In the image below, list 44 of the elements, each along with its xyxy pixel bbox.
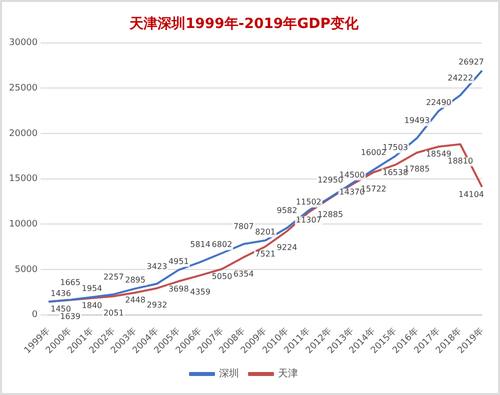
y-tick-label: 30000 bbox=[8, 38, 38, 48]
data-label: 1450 bbox=[50, 304, 71, 314]
data-label: 8201 bbox=[255, 228, 276, 237]
data-label: 24222 bbox=[448, 73, 474, 82]
y-tick-label: 10000 bbox=[8, 219, 38, 230]
data-label: 5050 bbox=[212, 272, 232, 282]
data-label: 1436 bbox=[50, 288, 71, 298]
data-label: 11502 bbox=[296, 198, 322, 207]
data-label: 1954 bbox=[82, 284, 102, 294]
chart-title: 天津深圳1999年-2019年GDP变化 bbox=[128, 15, 360, 32]
data-label: 19493 bbox=[404, 116, 430, 126]
data-label: 5814 bbox=[190, 240, 210, 250]
y-tick-label: 25000 bbox=[8, 83, 38, 94]
data-label: 2051 bbox=[103, 308, 124, 318]
data-label: 6354 bbox=[233, 269, 254, 278]
data-label: 2932 bbox=[146, 300, 168, 310]
y-tick-label: 0 bbox=[32, 310, 38, 320]
data-label: 3423 bbox=[146, 262, 168, 271]
data-label: 3698 bbox=[168, 284, 189, 294]
legend-label: 深圳 bbox=[219, 368, 239, 380]
data-label: 26927 bbox=[458, 58, 484, 67]
data-label: 18549 bbox=[426, 150, 452, 159]
data-label: 1639 bbox=[60, 312, 80, 322]
data-label: 7807 bbox=[233, 222, 254, 232]
data-label: 4951 bbox=[168, 256, 189, 266]
data-label: 14104 bbox=[458, 190, 484, 200]
data-label: 6802 bbox=[212, 240, 232, 250]
data-label: 1665 bbox=[60, 278, 80, 287]
y-tick-label: 15000 bbox=[8, 174, 38, 184]
data-label: 7521 bbox=[255, 250, 276, 259]
data-label: 2448 bbox=[125, 296, 146, 305]
data-label: 9582 bbox=[276, 206, 298, 216]
y-tick-label: 5000 bbox=[14, 264, 38, 275]
data-label: 18810 bbox=[448, 156, 474, 166]
data-label: 2895 bbox=[125, 276, 146, 285]
data-label: 22490 bbox=[426, 98, 452, 107]
legend-label: 天津 bbox=[278, 368, 298, 380]
data-label: 4359 bbox=[190, 287, 210, 296]
data-label: 2257 bbox=[103, 272, 124, 282]
data-label: 1840 bbox=[82, 301, 102, 310]
data-label: 11307 bbox=[296, 215, 322, 224]
data-label: 12950 bbox=[318, 175, 344, 184]
data-label: 9224 bbox=[276, 243, 298, 252]
y-tick-label: 20000 bbox=[8, 128, 38, 139]
